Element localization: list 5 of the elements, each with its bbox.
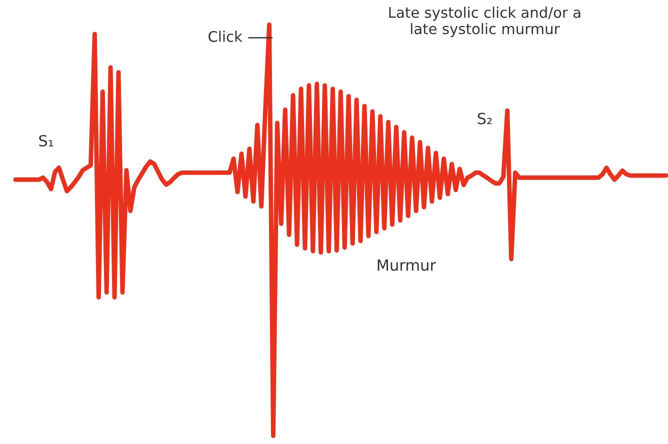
annotation: S₂ (478, 112, 492, 124)
annotation: S₁ (39, 134, 54, 147)
annotation: Murmur (378, 259, 436, 271)
annotation: Click (208, 30, 242, 42)
chart-title: Late systolic click and/or a late systolic murmur (389, 6, 580, 38)
